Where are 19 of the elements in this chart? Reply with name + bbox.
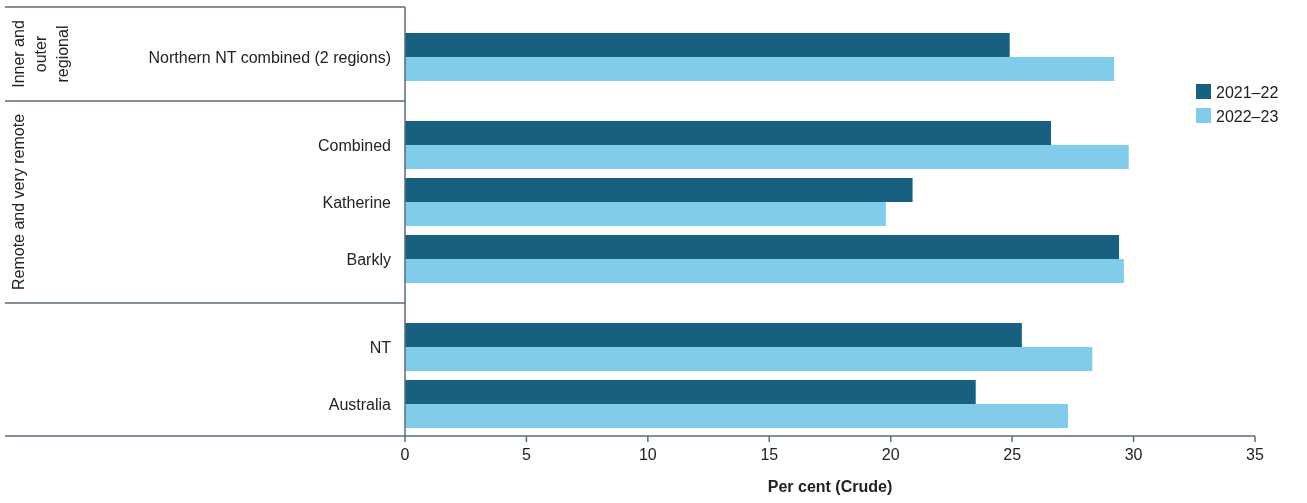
text: Remote and very remote — [9, 113, 27, 291]
y-tick-label: Katherine — [322, 193, 392, 211]
legend-label: 2021–22 — [1216, 83, 1279, 101]
y-tick-label: Barkly — [346, 250, 391, 268]
x-tick-label: 20 — [881, 446, 900, 463]
y-tick-label: Combined — [318, 136, 391, 154]
x-tick-label: 30 — [1124, 446, 1143, 463]
y-tick-label: Northern NT combined (2 regions) — [148, 48, 391, 66]
x-tick-label: 15 — [760, 446, 779, 463]
y-tick-label: NT — [369, 338, 392, 356]
legend-label: 2022–23 — [1216, 107, 1279, 125]
x-tick-label: 5 — [521, 446, 531, 463]
x-tick-label: 0 — [400, 446, 410, 463]
x-tick-label: 35 — [1246, 446, 1264, 463]
x-tick-label: 25 — [1003, 446, 1022, 463]
x-axis-title: Per cent (Crude) — [767, 478, 893, 495]
text: Inner and outer regional — [9, 20, 71, 88]
x-tick-label: 10 — [638, 446, 657, 463]
y-tick-label: Australia — [328, 395, 392, 413]
